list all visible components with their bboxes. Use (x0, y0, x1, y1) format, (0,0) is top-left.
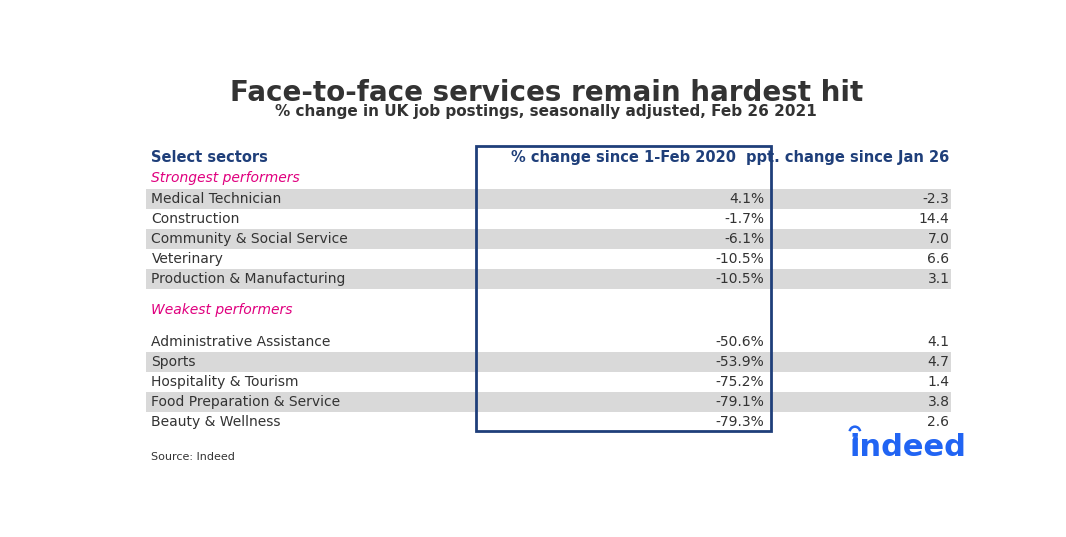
Text: -50.6%: -50.6% (715, 335, 764, 349)
Text: Weakest performers: Weakest performers (151, 303, 293, 317)
Text: ppt. change since Jan 26: ppt. change since Jan 26 (746, 150, 950, 165)
Text: Source: Indeed: Source: Indeed (151, 452, 236, 462)
Text: 3.8: 3.8 (927, 395, 950, 409)
Text: Community & Social Service: Community & Social Service (151, 232, 349, 246)
Text: 6.6: 6.6 (927, 252, 950, 266)
Text: Beauty & Wellness: Beauty & Wellness (151, 415, 281, 429)
Bar (146, 392, 951, 411)
Text: -10.5%: -10.5% (715, 272, 764, 286)
Text: Strongest performers: Strongest performers (151, 171, 301, 185)
Text: -1.7%: -1.7% (725, 212, 764, 226)
Text: -75.2%: -75.2% (715, 375, 764, 389)
Text: Hospitality & Tourism: Hospitality & Tourism (151, 375, 298, 389)
Text: 4.1: 4.1 (927, 335, 950, 349)
Bar (146, 352, 951, 372)
Text: % change since 1-Feb 2020: % change since 1-Feb 2020 (511, 150, 736, 165)
Text: Sports: Sports (151, 355, 196, 369)
Text: Production & Manufacturing: Production & Manufacturing (151, 272, 345, 286)
Text: 4.7: 4.7 (927, 355, 950, 369)
Text: -2.3: -2.3 (923, 192, 950, 206)
Text: Construction: Construction (151, 212, 240, 226)
Text: -79.1%: -79.1% (715, 395, 764, 409)
Text: 4.1%: 4.1% (729, 192, 764, 206)
Text: Medical Technician: Medical Technician (151, 192, 281, 206)
Text: Administrative Assistance: Administrative Assistance (151, 335, 330, 349)
Text: -6.1%: -6.1% (724, 232, 764, 246)
Text: 14.4: 14.4 (919, 212, 950, 226)
Text: -10.5%: -10.5% (715, 252, 764, 266)
Text: % change in UK job postings, seasonally adjusted, Feb 26 2021: % change in UK job postings, seasonally … (275, 104, 818, 119)
Text: -79.3%: -79.3% (715, 415, 764, 429)
Text: -53.9%: -53.9% (715, 355, 764, 369)
Bar (146, 268, 951, 288)
Text: 1.4: 1.4 (927, 375, 950, 389)
Text: Food Preparation & Service: Food Preparation & Service (151, 395, 340, 409)
Bar (146, 229, 951, 249)
Text: Face-to-face services remain hardest hit: Face-to-face services remain hardest hit (229, 79, 863, 107)
Text: indeed: indeed (850, 433, 967, 462)
Text: Select sectors: Select sectors (151, 150, 269, 165)
Text: 2.6: 2.6 (927, 415, 950, 429)
Bar (477, 146, 771, 431)
Text: 3.1: 3.1 (927, 272, 950, 286)
Bar (146, 190, 951, 209)
Text: Veterinary: Veterinary (151, 252, 223, 266)
Text: 7.0: 7.0 (927, 232, 950, 246)
